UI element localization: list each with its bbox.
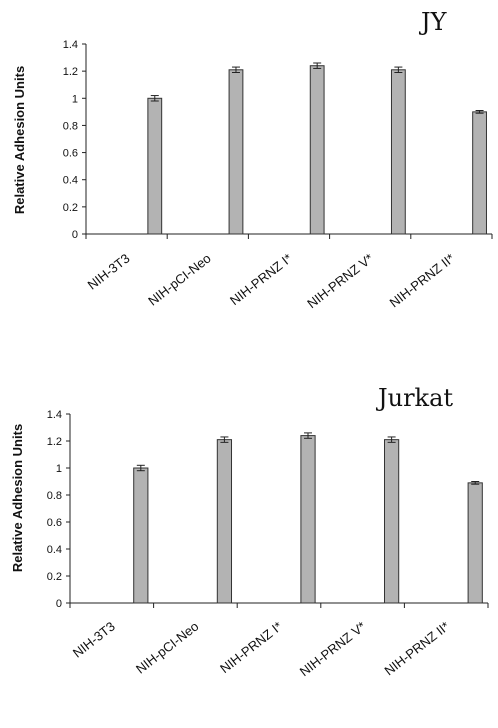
- bar: [228, 69, 244, 235]
- bar: [309, 65, 325, 235]
- y-tick-label: 0.4: [47, 544, 62, 556]
- y-tick-label: 0.6: [63, 148, 78, 160]
- y-tick-label: 0.2: [63, 202, 78, 214]
- y-tick-label: 1.4: [47, 409, 62, 421]
- bar: [384, 439, 400, 604]
- category-label: NIH-pCI-Neo: [133, 619, 201, 677]
- y-axis-label: Relative Adhesion Units: [10, 424, 25, 572]
- y-tick-label: 0: [56, 598, 62, 610]
- y-axis-label: Relative Adhesion Units: [12, 66, 27, 214]
- bar-chart-jy: Relative Adhesion Units 0 0.2 0.4 0.6 0.8 1 1.2…: [12, 39, 493, 312]
- y-tick-label: 0.8: [47, 490, 62, 502]
- chart-title-jy: JY: [421, 8, 447, 36]
- category-label: NIH-pCI-Neo: [145, 251, 213, 309]
- bar: [472, 111, 487, 235]
- bar: [147, 97, 163, 235]
- category-label: NIH-PRNZ V*: [304, 251, 376, 312]
- y-tick-label: 0.8: [63, 120, 78, 132]
- bar: [300, 435, 316, 604]
- y-tick-label: 0.2: [47, 571, 62, 583]
- category-label: NIH-3T3: [70, 619, 118, 661]
- bar: [390, 69, 406, 235]
- y-tick-label: 1: [56, 463, 62, 475]
- category-label: NIH-PRNZ V*: [297, 619, 369, 680]
- category-label: NIH-PRNZ II*: [387, 251, 458, 311]
- y-tick-label: 0.6: [47, 517, 62, 529]
- category-label: NIH-PRNZ I*: [227, 251, 295, 309]
- category-label: NIH-PRNZ I*: [217, 619, 285, 677]
- category-label: NIH-3T3: [85, 251, 133, 293]
- y-tick-label: 1.4: [63, 39, 78, 51]
- bar-chart-jurkat: Relative Adhesion Units 0 0.2 0.4 0.6 0.8 1 1.2…: [10, 409, 489, 680]
- bar: [467, 482, 483, 604]
- y-tick-label: 0: [72, 229, 78, 241]
- category-label: NIH-PRNZ II*: [382, 619, 453, 679]
- y-tick-label: 1.2: [63, 66, 78, 78]
- chart-title-jurkat: Jurkat: [378, 384, 454, 412]
- y-tick-label: 1: [72, 93, 78, 105]
- bar: [216, 439, 233, 604]
- y-tick-label: 1.2: [47, 436, 62, 448]
- bar: [133, 467, 149, 604]
- y-tick-label: 0.4: [63, 175, 78, 187]
